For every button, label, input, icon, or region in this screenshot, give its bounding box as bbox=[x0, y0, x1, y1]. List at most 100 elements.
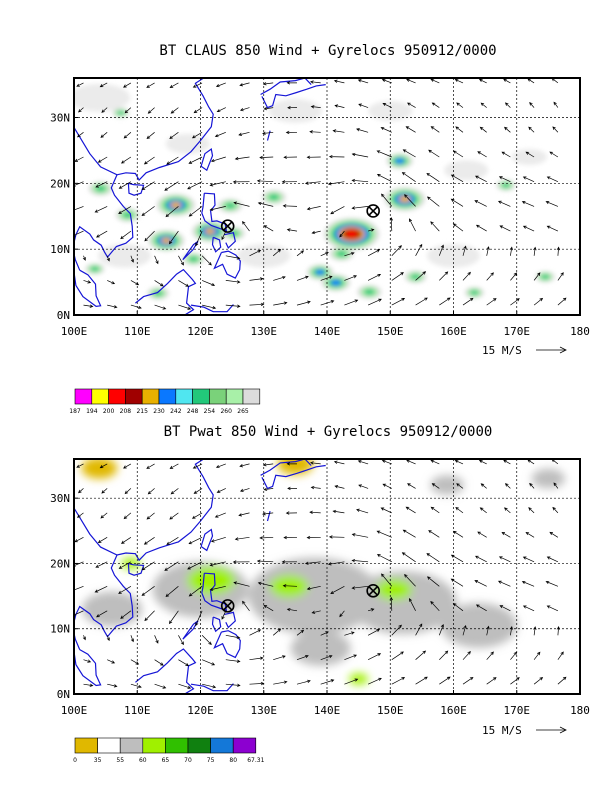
wind-vector bbox=[545, 201, 559, 207]
wind-vector bbox=[99, 82, 108, 88]
wind-vector bbox=[456, 102, 464, 108]
thin-cloud bbox=[74, 83, 131, 112]
pwat-region bbox=[81, 591, 142, 627]
coastline-segment bbox=[74, 459, 214, 562]
wind-vector bbox=[367, 653, 382, 661]
colorbar-swatch bbox=[141, 388, 160, 405]
x-tick-label: 150E bbox=[377, 325, 404, 338]
wind-vector bbox=[557, 651, 564, 660]
wind-vector bbox=[178, 280, 190, 287]
wind-vector bbox=[522, 605, 535, 612]
x-tick-label: 120E bbox=[187, 704, 214, 717]
wind-vector bbox=[510, 677, 520, 685]
coastline-segment bbox=[261, 84, 326, 109]
wind-vector bbox=[286, 607, 298, 612]
coastline-segment bbox=[190, 683, 234, 692]
wind-vector bbox=[82, 635, 86, 641]
wind-vector bbox=[143, 537, 155, 545]
wind-vector bbox=[462, 651, 471, 660]
wind-vector bbox=[401, 552, 416, 563]
wind-vector bbox=[209, 561, 226, 567]
wind-vector bbox=[263, 605, 274, 612]
cold-cloud-contour bbox=[364, 288, 375, 296]
wind-vector bbox=[351, 206, 369, 210]
wind-vector bbox=[430, 78, 440, 84]
wind-vector bbox=[234, 536, 250, 541]
wind-vector bbox=[510, 651, 518, 660]
colorbar-label: 80 bbox=[229, 757, 237, 764]
wind-vector bbox=[382, 103, 392, 108]
wind-vector bbox=[221, 230, 227, 241]
x-tick-label: 150E bbox=[377, 704, 404, 717]
wind-vector bbox=[521, 580, 535, 587]
wind-vector bbox=[320, 679, 335, 685]
wind-vector bbox=[257, 581, 274, 587]
wind-vector bbox=[357, 79, 369, 84]
wind-vector bbox=[178, 683, 192, 689]
wind-vector bbox=[225, 304, 241, 308]
wind-vector bbox=[124, 488, 132, 495]
wind-vector bbox=[405, 126, 416, 133]
coastline-segment bbox=[200, 148, 214, 172]
cold-cloud-contour bbox=[224, 202, 236, 209]
wind-vector bbox=[367, 228, 375, 232]
wind-vector bbox=[450, 198, 464, 207]
wind-vector bbox=[263, 106, 274, 111]
wind-vector bbox=[141, 206, 155, 216]
wind-vector bbox=[376, 554, 392, 563]
x-tick-label: 110E bbox=[124, 704, 151, 717]
x-tick-label: 180 bbox=[570, 704, 590, 717]
wind-vector bbox=[234, 156, 250, 161]
wind-vector bbox=[101, 488, 108, 494]
x-tick-label: 120E bbox=[187, 325, 214, 338]
wind-vector bbox=[130, 659, 140, 665]
pwat-region bbox=[531, 468, 566, 489]
wind-vector bbox=[272, 628, 282, 636]
wind-vector bbox=[330, 585, 345, 594]
colorbar-label: 65 bbox=[162, 757, 170, 764]
vector-reference-label: 15 M/S bbox=[482, 724, 522, 737]
grid-lines bbox=[74, 459, 580, 694]
cold-cloud-contour bbox=[122, 211, 134, 219]
wind-vector bbox=[450, 554, 464, 563]
wind-vector bbox=[509, 246, 514, 256]
wind-vector bbox=[165, 206, 179, 218]
wind-vector bbox=[339, 610, 345, 618]
grid-lines bbox=[74, 78, 580, 315]
wind-vector bbox=[215, 463, 226, 469]
cold-cloud-contour bbox=[315, 269, 325, 275]
wind-vector bbox=[351, 178, 369, 183]
cold-cloud-contour bbox=[398, 195, 411, 203]
colorbar-swatch bbox=[210, 737, 234, 754]
wind-vector bbox=[333, 79, 345, 84]
wind-vector bbox=[118, 561, 132, 569]
wind-vector bbox=[333, 460, 345, 465]
wind-vector bbox=[367, 628, 381, 636]
vector-reference-arrow bbox=[536, 726, 567, 734]
wind-vector bbox=[242, 600, 250, 612]
wind-vector bbox=[83, 280, 92, 284]
wind-vector bbox=[141, 561, 155, 571]
wind-vector bbox=[309, 130, 321, 134]
wind-vector bbox=[214, 512, 226, 518]
wind-vector bbox=[391, 677, 406, 685]
wind-vector bbox=[296, 275, 309, 281]
wind-vector bbox=[146, 512, 155, 520]
wind-vector bbox=[311, 230, 321, 235]
x-tick-label: 130E bbox=[251, 325, 278, 338]
coastline-segment bbox=[74, 269, 102, 308]
coastline-segment bbox=[213, 630, 241, 659]
wind-vector bbox=[249, 302, 265, 307]
wind-vector bbox=[94, 585, 108, 593]
wind-vector bbox=[215, 82, 226, 88]
wind-vector bbox=[296, 300, 311, 306]
wind-vector bbox=[557, 297, 567, 306]
wind-vector bbox=[504, 126, 511, 133]
wind-vector bbox=[232, 180, 250, 184]
wind-vector bbox=[273, 301, 288, 306]
wind-vector bbox=[83, 659, 92, 663]
wind-vector bbox=[430, 506, 440, 514]
colorbar-label: 215 bbox=[136, 408, 148, 415]
colorbar-label: 67.31 bbox=[247, 757, 264, 764]
wind-vector bbox=[249, 249, 262, 257]
